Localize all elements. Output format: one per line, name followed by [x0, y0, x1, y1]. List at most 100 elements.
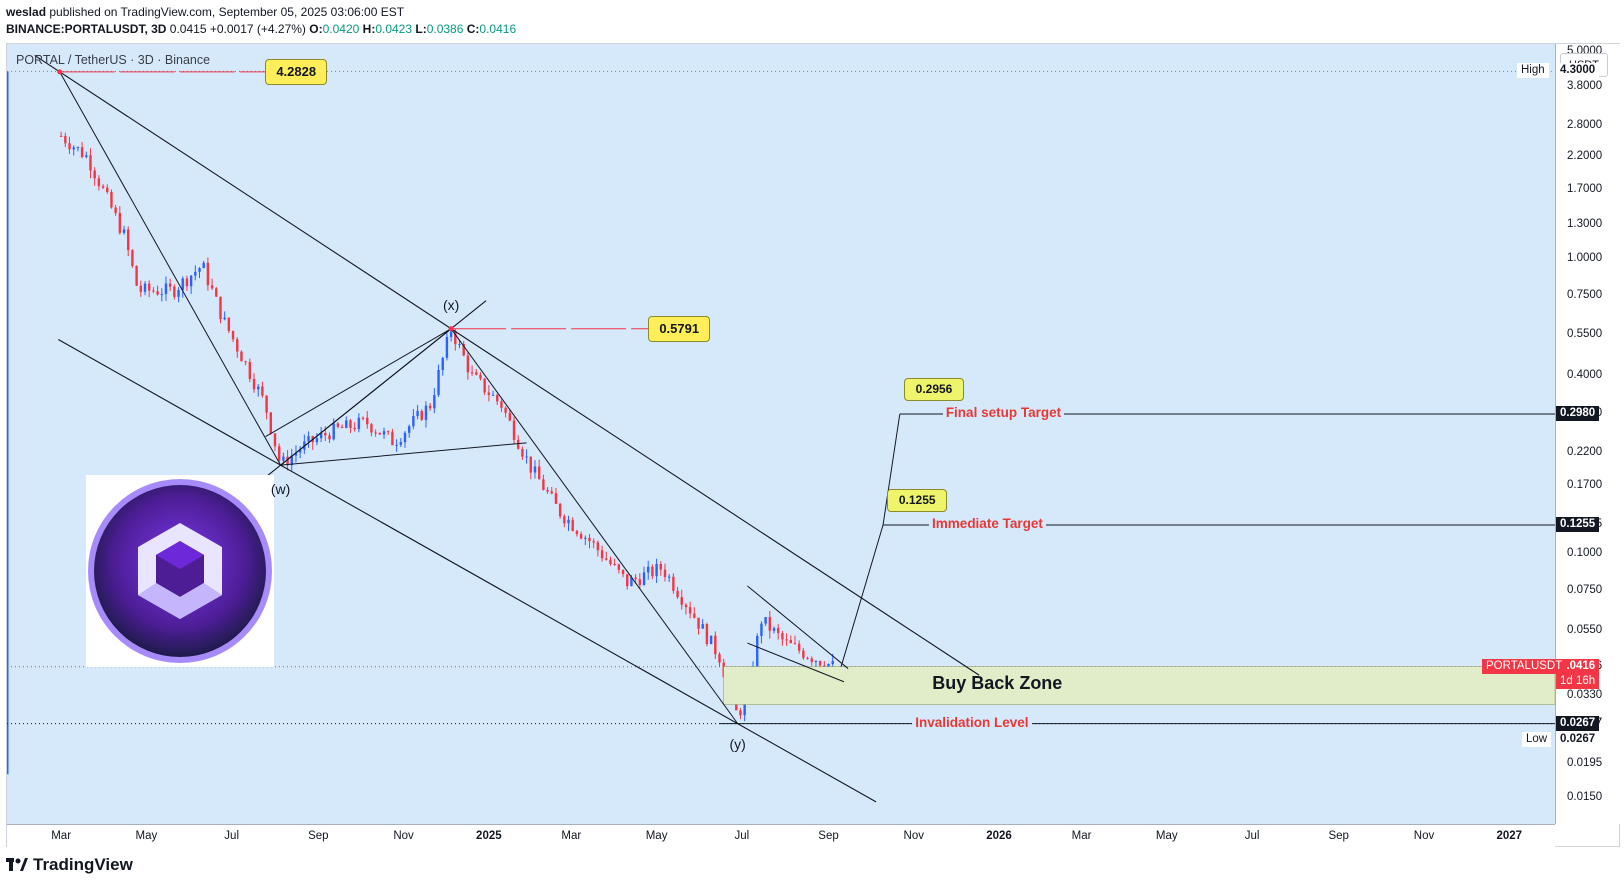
portal-logo-icon: [88, 479, 272, 663]
candle-body: [378, 432, 382, 435]
high-value: 0.0423: [375, 22, 413, 36]
candle-body: [487, 392, 491, 395]
candle-body: [605, 558, 608, 560]
last-price: 0.0415: [169, 22, 207, 36]
candle-body: [680, 597, 683, 605]
candle-body: [114, 207, 117, 214]
candle-body: [454, 331, 457, 345]
candle-body: [592, 541, 595, 543]
upper-channel-line: [34, 55, 980, 676]
buy-back-zone-label: Buy Back Zone: [932, 673, 1063, 694]
candle-body: [391, 431, 394, 446]
candle-body: [697, 617, 700, 629]
plot-area[interactable]: [7, 44, 1555, 824]
target1-callout: 0.1255: [887, 488, 948, 512]
candle-body: [395, 444, 398, 446]
candle-body: [366, 417, 369, 425]
candle-body: [198, 268, 201, 272]
candle-body: [80, 147, 84, 158]
candle-body: [533, 466, 537, 473]
candle-body: [739, 710, 742, 716]
chart-title: PORTAL / TetherUS · 3D · Binance: [16, 53, 211, 67]
x-tick-label: Mar: [1071, 830, 1092, 842]
candle-body: [684, 604, 688, 608]
x-tick-label: Sep: [1328, 830, 1349, 842]
projection-leg-2: [882, 413, 901, 526]
candle-body: [793, 643, 797, 645]
candle-body: [600, 550, 604, 559]
candle-body: [168, 283, 172, 287]
candle-body: [298, 449, 302, 453]
y-tick-label: 0.4000: [1567, 369, 1603, 382]
candle-body: [97, 178, 101, 187]
candle-body: [160, 294, 163, 296]
low-price-tag: 0.0267: [1556, 732, 1600, 747]
wave-w-label: (w): [270, 481, 291, 498]
current-price-tag: 0.0416: [1556, 658, 1600, 674]
candle-body: [512, 420, 516, 440]
high-label: H:: [362, 22, 376, 36]
close-label: C:: [466, 22, 480, 36]
triangle-inner-line: [265, 328, 452, 437]
candle-body: [437, 369, 440, 395]
candle-body: [219, 296, 222, 320]
candle-body: [147, 283, 151, 291]
candle-body: [496, 394, 499, 402]
immediate-target-price-tag: 0.1255: [1556, 516, 1600, 532]
x-tick-label: Jul: [1244, 830, 1260, 842]
y-tick-label: 0.0195: [1567, 756, 1603, 769]
candle-body: [521, 448, 524, 457]
x-tick-label: Sep: [308, 830, 329, 842]
symbol-line: BINANCE:PORTALUSDT, 3D: [6, 22, 167, 36]
final-target-price-tag: 0.2980: [1556, 405, 1600, 421]
candle-body: [579, 534, 583, 539]
y-tick-label: 0.0330: [1567, 689, 1603, 702]
triangle-lower-line: [280, 442, 527, 466]
candle-body: [705, 624, 709, 645]
candle-body: [273, 433, 277, 447]
author[interactable]: weslad: [6, 5, 47, 19]
candle-body: [282, 456, 285, 461]
x-tick-label: Sep: [818, 830, 839, 842]
candle-body: [785, 639, 788, 641]
price-axis[interactable]: [1555, 44, 1620, 824]
candle-body: [554, 493, 558, 504]
candle-body: [550, 491, 553, 494]
candle-body: [567, 519, 570, 524]
candle-body: [332, 423, 335, 440]
y-tick-label: 1.3000: [1567, 217, 1603, 230]
y-tick-label: 0.1700: [1567, 479, 1603, 492]
candle-body: [152, 290, 155, 292]
candle-body: [575, 530, 579, 535]
candle-body: [428, 405, 432, 409]
candle-body: [101, 186, 105, 188]
candle-body: [307, 436, 310, 442]
peak-callout: 4.2828: [265, 58, 328, 85]
y-tick-label: 0.0550: [1567, 623, 1603, 636]
candle-body: [324, 432, 327, 436]
x-tick-label: 2026: [986, 830, 1012, 842]
candle-body: [72, 147, 75, 150]
tradingview-brand[interactable]: TradingView: [6, 855, 133, 875]
candle-body: [814, 660, 818, 662]
candle-body: [831, 660, 834, 665]
x-tick-label: Jul: [734, 830, 750, 842]
candle-body: [701, 624, 704, 629]
candle-body: [483, 378, 486, 393]
candle-body: [93, 170, 96, 179]
candle-body: [403, 432, 407, 443]
candle-body: [135, 266, 138, 286]
candle-body: [781, 633, 784, 640]
candle-body: [89, 155, 92, 171]
candle-body: [399, 442, 402, 445]
candle-body: [663, 569, 667, 578]
candle-body: [609, 559, 612, 564]
candle-body: [131, 250, 134, 267]
y-tick-label: 0.5500: [1567, 328, 1603, 341]
candle-body: [353, 427, 356, 430]
candle-body: [236, 339, 239, 352]
candle-body: [336, 423, 340, 427]
wave-y-label: (y): [729, 735, 746, 752]
time-axis[interactable]: [7, 824, 1555, 847]
candle-body: [328, 435, 331, 440]
